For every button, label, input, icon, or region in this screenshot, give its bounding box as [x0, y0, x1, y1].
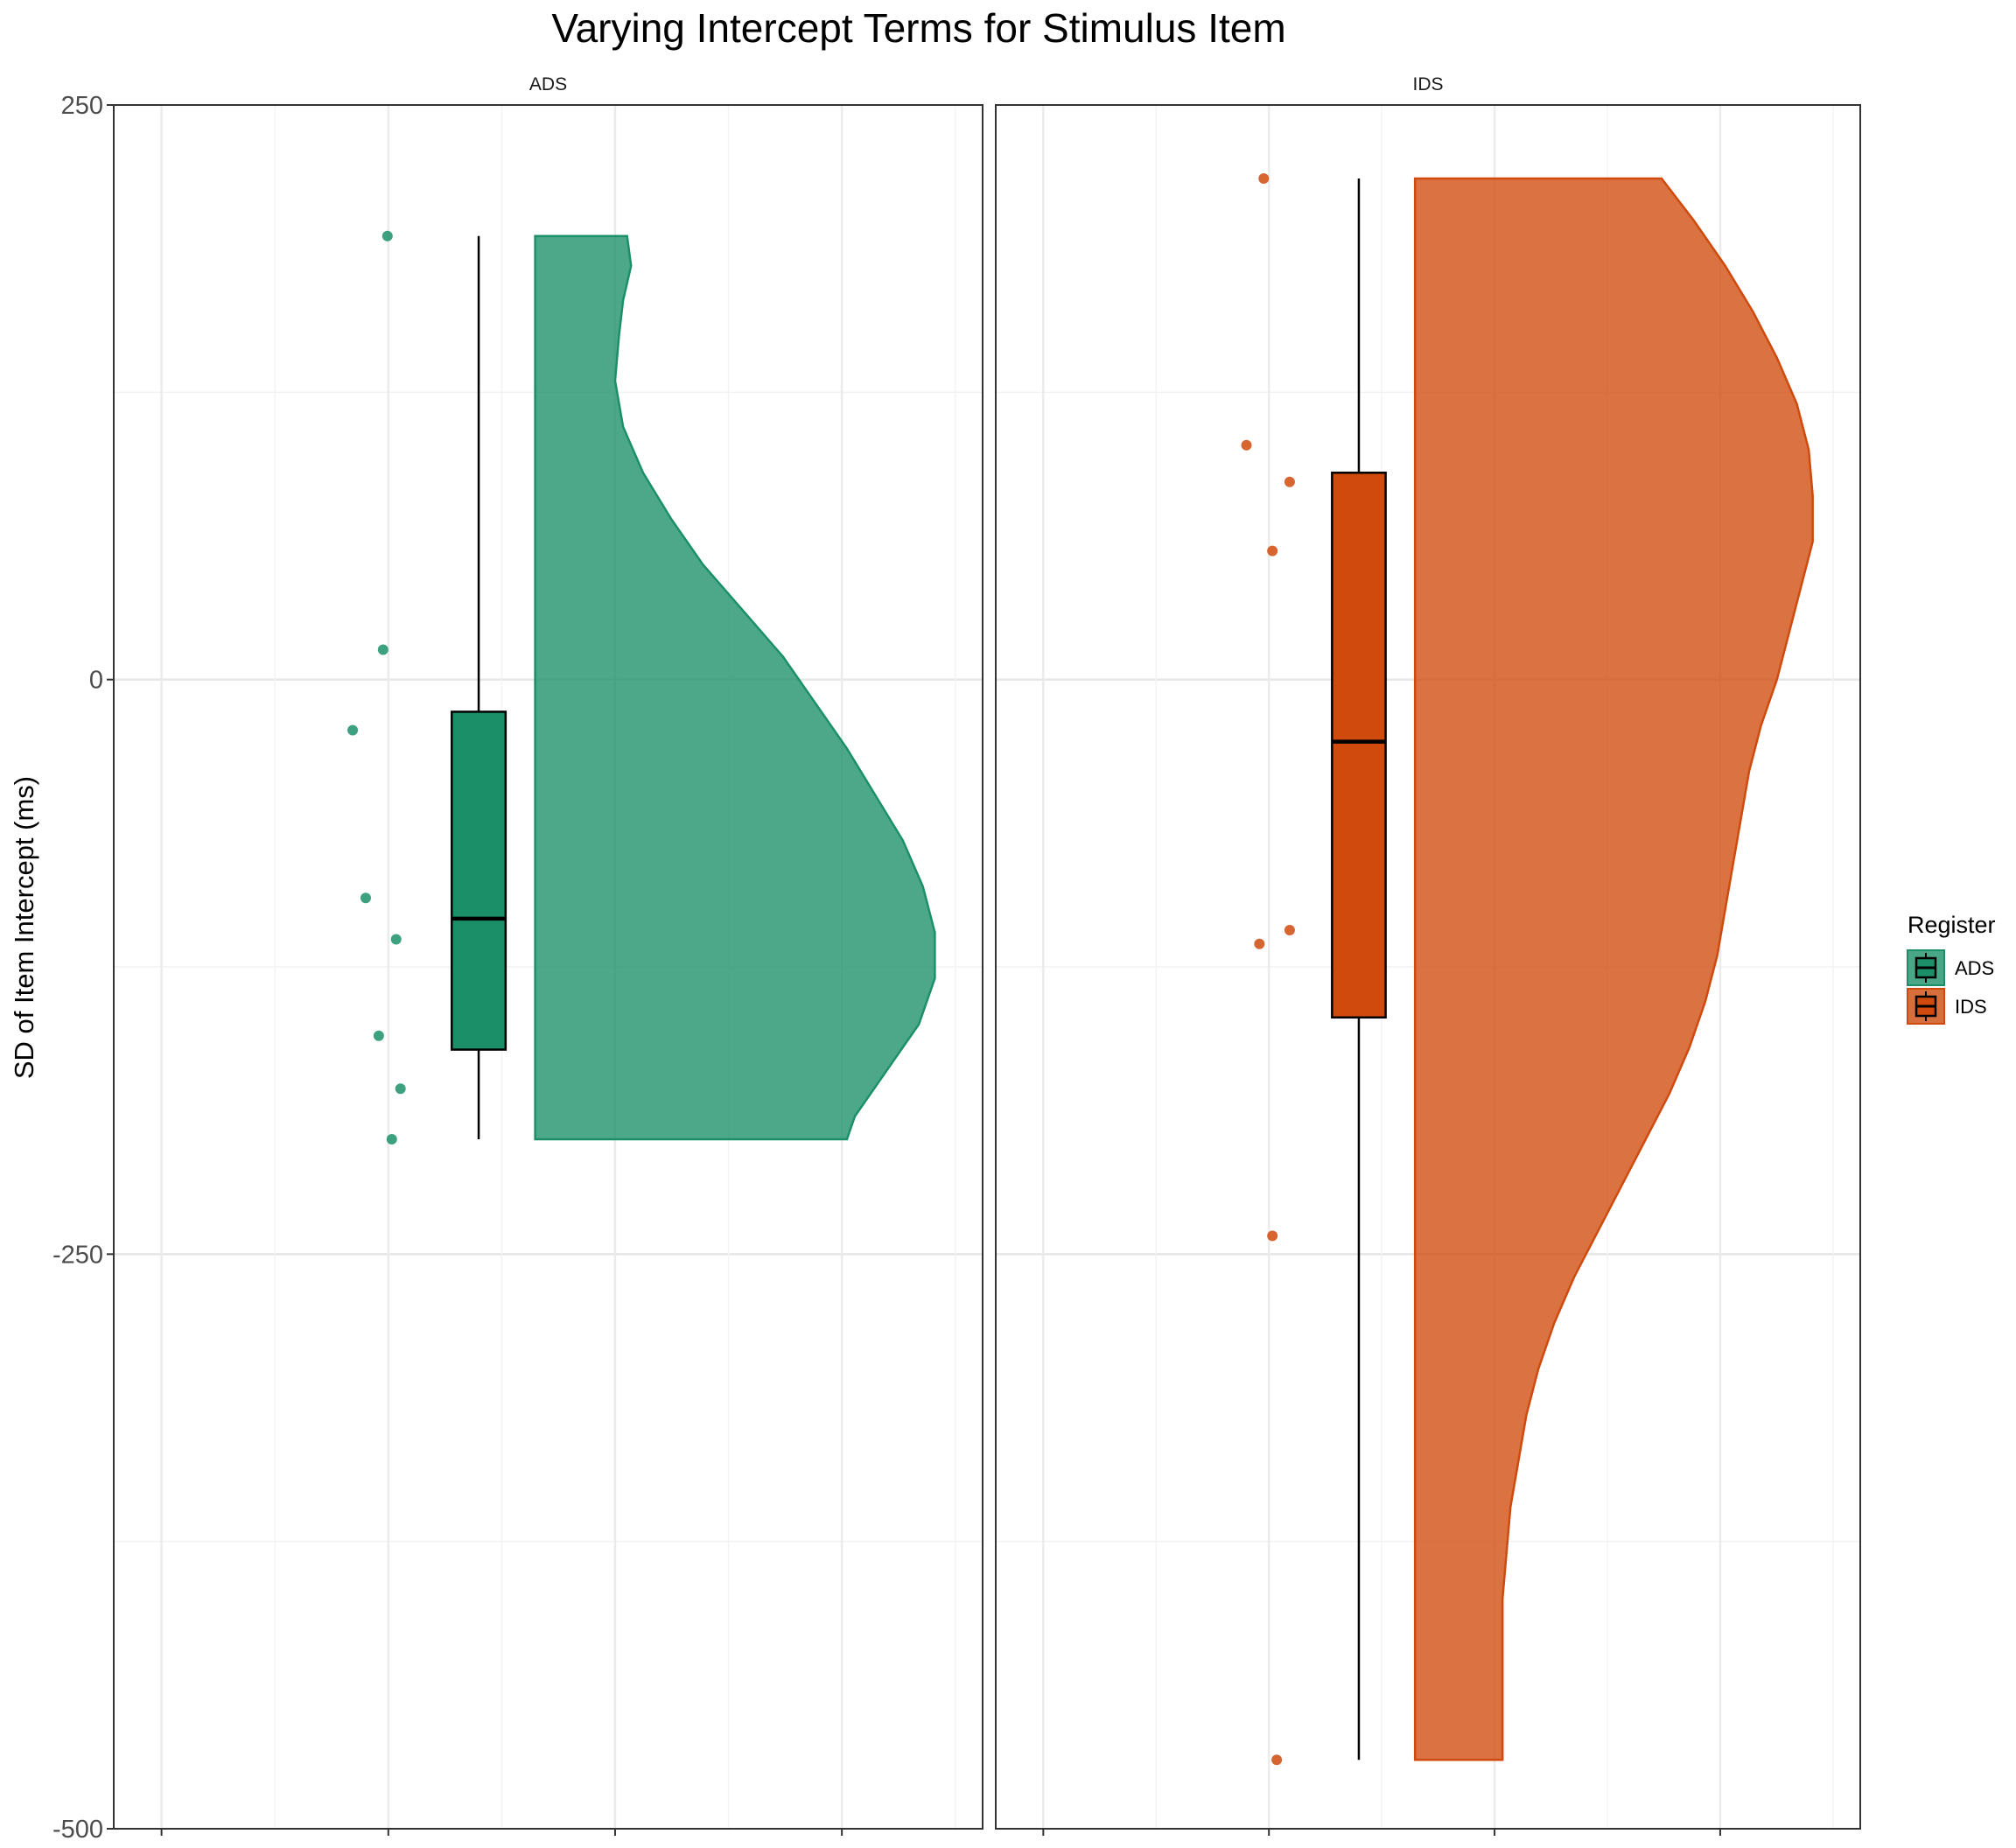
- data-point: [1258, 173, 1270, 185]
- data-point: [347, 724, 359, 736]
- y-tick-label: -500: [52, 1816, 103, 1844]
- boxplot-box: [451, 710, 508, 1051]
- chart-title: Varying Intercept Terms for Stimulus Ite…: [551, 5, 1285, 51]
- legend-title: Register: [1908, 912, 1996, 938]
- data-point: [1267, 1230, 1278, 1242]
- y-tick-label: 250: [61, 92, 103, 120]
- boxplot-box: [1331, 472, 1387, 1019]
- half-violin-ads: [534, 234, 936, 1141]
- y-axis: 250 0 -250 -500: [52, 92, 114, 1844]
- data-point: [386, 1134, 397, 1144]
- legend-label: ADS: [1955, 957, 1994, 979]
- y-tick-label: -250: [52, 1241, 103, 1269]
- facet-strip-label: ADS: [529, 74, 567, 94]
- panel-border: [113, 104, 984, 1830]
- data-point: [373, 1030, 384, 1041]
- facet-panel-ids: IDS: [995, 74, 1861, 1836]
- legend: Register ADS IDS: [1907, 912, 1996, 1025]
- data-point: [382, 230, 393, 242]
- data-point: [377, 644, 388, 655]
- legend-key-ads: ADS: [1907, 949, 1994, 986]
- half-violin-ids: [1413, 177, 1814, 1761]
- data-point: [390, 934, 402, 945]
- facet-strip-label: IDS: [1412, 74, 1443, 94]
- data-point: [1284, 924, 1295, 935]
- data-point: [1254, 938, 1265, 949]
- data-point: [395, 1083, 406, 1095]
- legend-label: IDS: [1955, 996, 1987, 1018]
- data-point: [1284, 476, 1295, 487]
- data-point: [360, 892, 371, 904]
- y-tick-label: 0: [89, 667, 103, 695]
- data-point: [1271, 1754, 1283, 1766]
- panel-border: [995, 104, 1861, 1830]
- data-point: [1241, 439, 1252, 451]
- facet-panels: ADS IDS: [113, 74, 1861, 1836]
- y-axis-label: SD of Item Intercept (ms): [9, 776, 39, 1079]
- facet-panel-ads: ADS: [113, 74, 984, 1836]
- legend-key-ids: IDS: [1907, 988, 1987, 1025]
- data-point: [1267, 545, 1278, 556]
